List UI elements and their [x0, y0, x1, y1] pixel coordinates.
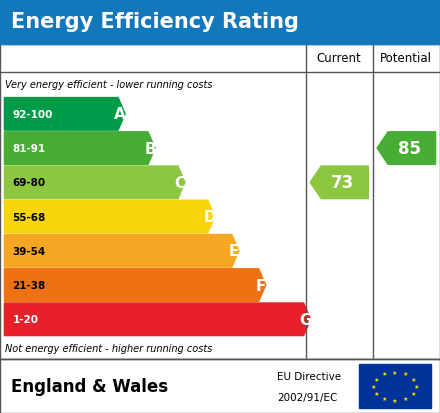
Bar: [0, 45, 440, 359]
Text: 69-80: 69-80: [12, 178, 45, 188]
Polygon shape: [4, 166, 185, 199]
Text: B: B: [144, 141, 156, 156]
Text: G: G: [300, 312, 312, 327]
Text: A: A: [114, 107, 126, 122]
Text: 1-20: 1-20: [12, 315, 38, 325]
Bar: [0, 359, 440, 413]
Text: ★: ★: [403, 396, 408, 401]
Polygon shape: [4, 235, 239, 268]
Text: C: C: [175, 176, 186, 190]
Text: Not energy efficient - higher running costs: Not energy efficient - higher running co…: [5, 343, 213, 353]
Text: ★: ★: [381, 372, 387, 377]
Text: ★: ★: [371, 384, 377, 389]
Text: ★: ★: [392, 398, 398, 403]
Text: ★: ★: [381, 396, 387, 401]
Text: ★: ★: [411, 391, 416, 396]
Text: 81-91: 81-91: [12, 144, 45, 154]
Text: Energy Efficiency Rating: Energy Efficiency Rating: [11, 12, 299, 32]
Bar: [0, 0, 440, 45]
Text: EU Directive: EU Directive: [277, 372, 341, 382]
Polygon shape: [4, 303, 311, 336]
Text: ★: ★: [374, 377, 379, 382]
Text: ★: ★: [374, 391, 379, 396]
Polygon shape: [4, 98, 125, 131]
Polygon shape: [4, 201, 215, 233]
Text: England & Wales: England & Wales: [11, 377, 168, 395]
Text: ★: ★: [413, 384, 419, 389]
Text: ★: ★: [392, 370, 398, 375]
Polygon shape: [310, 166, 368, 199]
Text: Very energy efficient - lower running costs: Very energy efficient - lower running co…: [5, 80, 213, 90]
Text: 55-68: 55-68: [12, 212, 46, 222]
Polygon shape: [4, 133, 155, 165]
Text: 73: 73: [331, 174, 354, 192]
Text: 21-38: 21-38: [12, 280, 46, 290]
Polygon shape: [377, 133, 436, 165]
Text: ★: ★: [403, 372, 408, 377]
Text: 2002/91/EC: 2002/91/EC: [277, 392, 337, 402]
Polygon shape: [4, 269, 266, 301]
Text: 92-100: 92-100: [12, 109, 53, 119]
Text: E: E: [229, 244, 239, 259]
Text: Potential: Potential: [380, 52, 433, 65]
Text: F: F: [256, 278, 266, 293]
Text: D: D: [204, 209, 216, 225]
Text: 85: 85: [398, 140, 421, 158]
Text: 39-54: 39-54: [12, 246, 46, 256]
Bar: [359, 364, 431, 408]
Text: ★: ★: [411, 377, 416, 382]
Text: Current: Current: [317, 52, 362, 65]
